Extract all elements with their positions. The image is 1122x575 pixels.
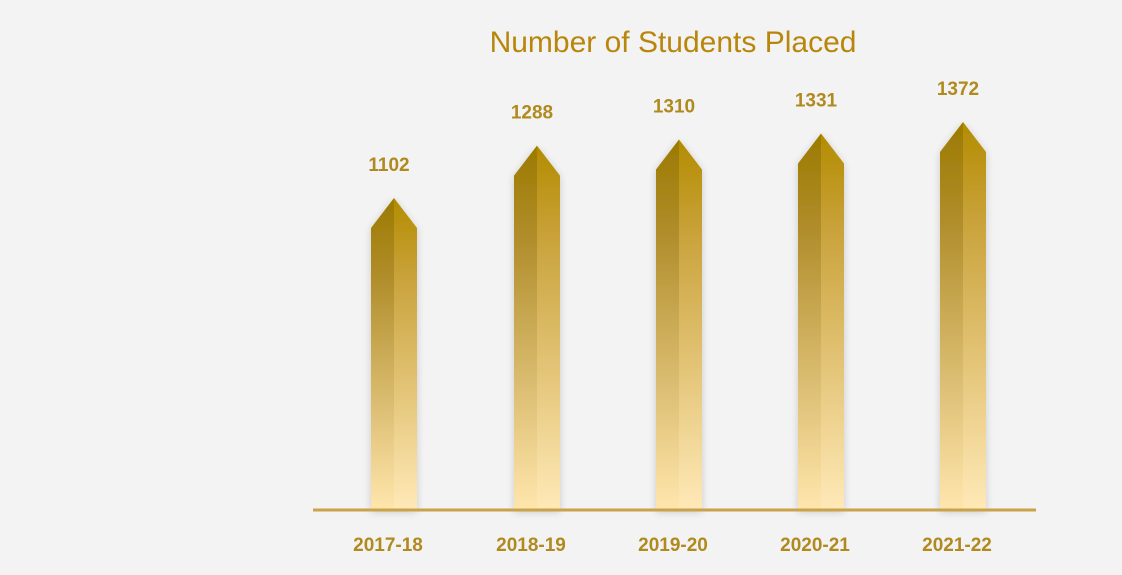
bar-left-face — [371, 198, 394, 510]
bar-2021-22 — [940, 122, 986, 510]
bar-left-face — [940, 122, 963, 510]
value-labels: 1102 1288 1310 1331 1372 — [368, 79, 979, 176]
bar-2020-21 — [798, 133, 844, 510]
value-label: 1288 — [511, 103, 553, 124]
bar-2019-20 — [656, 139, 702, 511]
bar-right-face — [821, 133, 844, 510]
bar-right-face — [679, 139, 702, 511]
bar-2017-18 — [371, 198, 417, 510]
bar-left-face — [656, 139, 679, 511]
bar-2018-19 — [514, 145, 560, 510]
bar-left-face — [514, 145, 537, 510]
bar-left-face — [798, 133, 821, 510]
bars-group — [371, 122, 986, 511]
x-tick-label: 2021-22 — [922, 535, 992, 556]
bar-right-face — [537, 145, 560, 510]
value-label: 1331 — [795, 91, 838, 112]
chart-title: Number of Students Placed — [490, 26, 857, 59]
x-tick-label: 2017-18 — [353, 535, 423, 556]
bar-right-face — [394, 198, 417, 510]
value-label: 1310 — [653, 96, 695, 117]
x-tick-label: 2019-20 — [638, 535, 708, 556]
value-label: 1372 — [937, 79, 979, 100]
x-axis-tick-labels: 2017-18 2018-19 2019-20 2020-21 2021-22 — [353, 535, 992, 556]
value-label: 1102 — [368, 155, 409, 176]
x-tick-label: 2020-21 — [780, 535, 850, 556]
x-tick-label: 2018-19 — [496, 535, 566, 556]
bar-right-face — [963, 122, 986, 510]
